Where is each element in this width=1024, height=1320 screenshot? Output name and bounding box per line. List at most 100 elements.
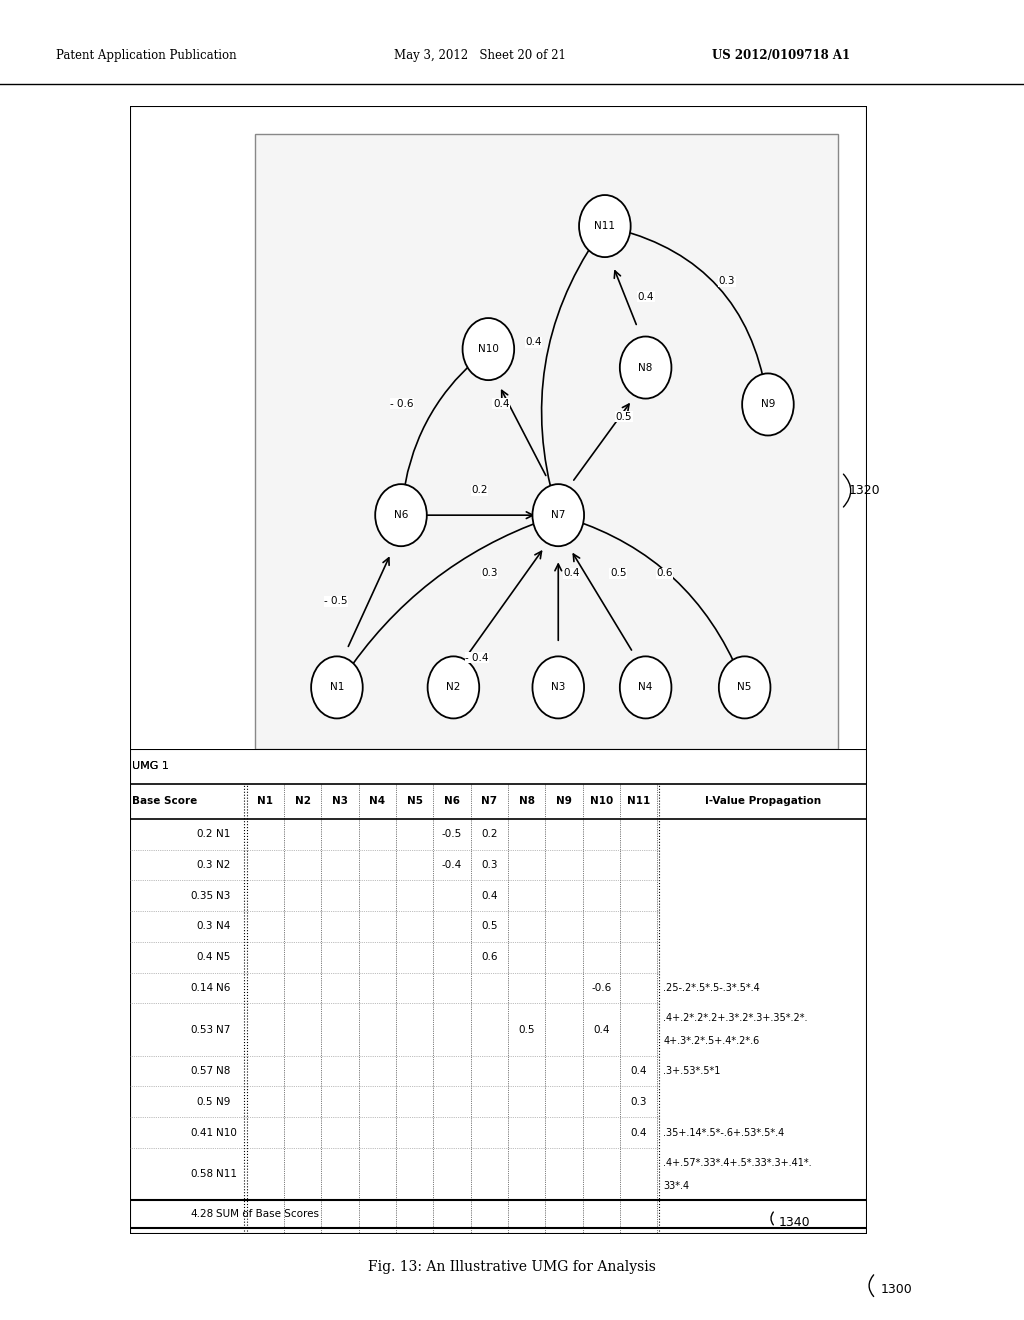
Ellipse shape: [579, 195, 631, 257]
Text: N11: N11: [216, 1170, 237, 1179]
Text: N11: N11: [594, 220, 615, 231]
Text: N4: N4: [638, 682, 653, 693]
Text: N5: N5: [407, 796, 423, 807]
Text: Base Score: Base Score: [131, 796, 197, 807]
Ellipse shape: [620, 337, 672, 399]
FancyArrowPatch shape: [542, 236, 597, 504]
Text: -0.5: -0.5: [441, 829, 462, 840]
Text: 1300: 1300: [881, 1283, 912, 1296]
Text: 4+.3*.2*.5+.4*.2*.6: 4+.3*.2*.5+.4*.2*.6: [664, 1036, 760, 1045]
Text: N3: N3: [216, 891, 230, 900]
Ellipse shape: [532, 484, 584, 546]
Text: N7: N7: [551, 510, 565, 520]
Text: 0.4: 0.4: [638, 292, 654, 302]
Ellipse shape: [719, 656, 770, 718]
Text: 0.3: 0.3: [719, 276, 735, 286]
Text: 0.4: 0.4: [481, 891, 498, 900]
Text: .4+.2*.2*.2+.3*.2*.3+.35*.2*.: .4+.2*.2*.2+.3*.2*.3+.35*.2*.: [664, 1012, 808, 1023]
Text: 0.57: 0.57: [190, 1067, 213, 1076]
Text: N5: N5: [737, 682, 752, 693]
Text: N10: N10: [216, 1127, 237, 1138]
Text: 1340: 1340: [779, 1216, 810, 1229]
Text: .35+.14*.5*-.6+.53*.5*.4: .35+.14*.5*-.6+.53*.5*.4: [664, 1127, 784, 1138]
Ellipse shape: [311, 656, 362, 718]
Text: 0.3: 0.3: [631, 1097, 647, 1106]
Text: 0.5: 0.5: [615, 412, 632, 421]
Text: 0.5: 0.5: [197, 1097, 213, 1106]
FancyArrowPatch shape: [343, 519, 546, 678]
Text: N6: N6: [394, 510, 409, 520]
Text: N11: N11: [627, 796, 650, 807]
Text: N1: N1: [216, 829, 230, 840]
Text: N4: N4: [216, 921, 230, 932]
Ellipse shape: [532, 656, 584, 718]
Text: N1: N1: [257, 796, 273, 807]
Text: UMG 1: UMG 1: [132, 762, 169, 771]
Text: N2: N2: [216, 859, 230, 870]
Text: 0.4: 0.4: [493, 399, 510, 409]
Text: 0.3: 0.3: [481, 568, 498, 578]
Text: N9: N9: [216, 1097, 230, 1106]
Text: 0.4: 0.4: [563, 568, 580, 578]
Text: 33*.4: 33*.4: [664, 1180, 689, 1191]
Text: N2: N2: [295, 796, 310, 807]
Text: 0.4: 0.4: [593, 1024, 609, 1035]
Text: N7: N7: [216, 1024, 230, 1035]
Text: Patent Application Publication: Patent Application Publication: [56, 49, 237, 62]
Text: 0.3: 0.3: [197, 921, 213, 932]
Text: N8: N8: [216, 1067, 230, 1076]
Text: 0.3: 0.3: [481, 859, 498, 870]
Text: N8: N8: [638, 363, 653, 372]
Text: 0.6: 0.6: [656, 568, 673, 578]
Text: 0.2: 0.2: [471, 486, 487, 495]
Text: Fig. 13: An Illustrative UMG for Analysis: Fig. 13: An Illustrative UMG for Analysi…: [368, 1261, 656, 1274]
Text: 0.4: 0.4: [631, 1067, 647, 1076]
Text: 0.41: 0.41: [190, 1127, 213, 1138]
Text: N3: N3: [551, 682, 565, 693]
Text: N6: N6: [443, 796, 460, 807]
Text: N2: N2: [446, 682, 461, 693]
Text: 0.6: 0.6: [481, 952, 498, 962]
Text: 1320: 1320: [849, 484, 881, 498]
Text: -0.4: -0.4: [441, 859, 462, 870]
Text: SUM of Base Scores: SUM of Base Scores: [216, 1209, 318, 1220]
Text: N4: N4: [369, 796, 385, 807]
Text: 0.4: 0.4: [631, 1127, 647, 1138]
Text: 0.14: 0.14: [190, 983, 213, 993]
Text: 0.5: 0.5: [610, 568, 627, 578]
Ellipse shape: [463, 318, 514, 380]
Text: 4.28: 4.28: [190, 1209, 213, 1220]
Text: -0.6: -0.6: [591, 983, 611, 993]
Text: 0.5: 0.5: [518, 1024, 535, 1035]
Text: 0.35: 0.35: [190, 891, 213, 900]
Text: 0.2: 0.2: [481, 829, 498, 840]
Text: .3+.53*.5*1: .3+.53*.5*1: [664, 1067, 721, 1076]
Text: N7: N7: [481, 796, 498, 807]
Text: N3: N3: [332, 796, 348, 807]
Text: N5: N5: [216, 952, 230, 962]
Text: 0.2: 0.2: [197, 829, 213, 840]
Text: .25-.2*.5*.5-.3*.5*.4: .25-.2*.5*.5-.3*.5*.4: [664, 983, 760, 993]
Ellipse shape: [375, 484, 427, 546]
Text: N8: N8: [518, 796, 535, 807]
FancyArrowPatch shape: [570, 517, 740, 677]
Text: I-Value Propagation: I-Value Propagation: [705, 796, 820, 807]
Text: May 3, 2012   Sheet 20 of 21: May 3, 2012 Sheet 20 of 21: [394, 49, 566, 62]
Text: - 0.6: - 0.6: [390, 399, 414, 409]
Text: N9: N9: [556, 796, 571, 807]
Text: 0.3: 0.3: [197, 859, 213, 870]
Text: N6: N6: [216, 983, 230, 993]
Text: 0.53: 0.53: [190, 1024, 213, 1035]
Text: N9: N9: [761, 400, 775, 409]
Ellipse shape: [620, 656, 672, 718]
Text: N1: N1: [330, 682, 344, 693]
Text: 0.4: 0.4: [525, 338, 542, 347]
Text: UMG 1: UMG 1: [132, 762, 169, 771]
Text: .4+.57*.33*.4+.5*.33*.3+.41*.: .4+.57*.33*.4+.5*.33*.3+.41*.: [664, 1158, 812, 1168]
Ellipse shape: [428, 656, 479, 718]
Text: - 0.4: - 0.4: [465, 652, 488, 663]
Text: - 0.5: - 0.5: [324, 597, 347, 606]
FancyArrowPatch shape: [402, 358, 478, 504]
FancyArrowPatch shape: [617, 227, 766, 393]
Text: N10: N10: [478, 345, 499, 354]
